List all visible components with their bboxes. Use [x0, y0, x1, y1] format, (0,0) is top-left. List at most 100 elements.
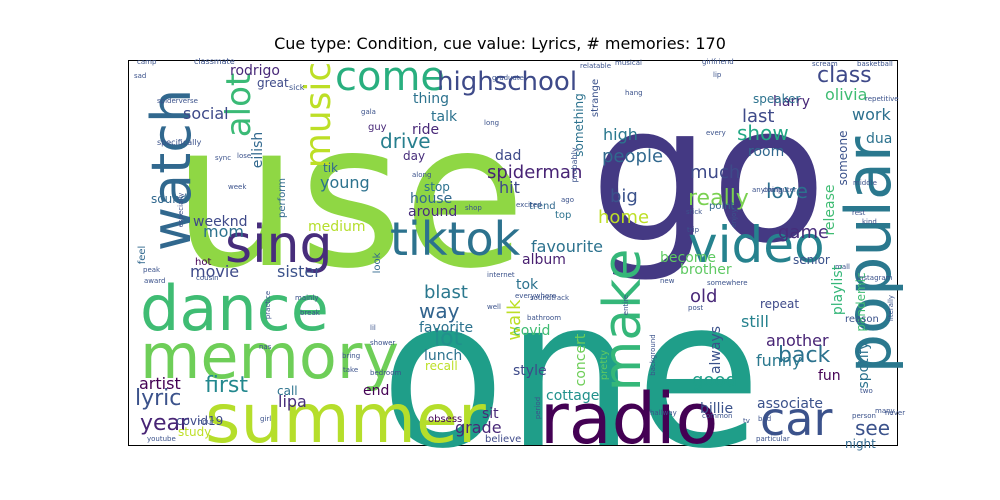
word-lunch: lunch [424, 348, 462, 364]
word-music: music [298, 62, 339, 168]
word-last: last [742, 106, 774, 127]
word-dua: dua [866, 131, 892, 147]
word-really: really [688, 186, 749, 211]
word-first: first [205, 373, 248, 398]
word-something: something [572, 93, 586, 157]
word-week: week [228, 183, 247, 191]
word-alot: alot [219, 73, 259, 137]
word-favorite: favorite [419, 320, 473, 336]
word-common: common [702, 412, 733, 420]
word-call: call [277, 384, 298, 398]
word-entire: entire [622, 295, 630, 315]
word-sister: sister [277, 262, 321, 281]
word-mom: mom [203, 222, 244, 241]
word-guy: guy [368, 122, 387, 133]
word-memory: memory [140, 320, 399, 393]
word-particular: particular [756, 435, 790, 443]
word-hour: hour [198, 418, 214, 426]
word-become: become [660, 250, 716, 266]
word-funny: funny [756, 351, 802, 370]
word-tik: tik [323, 161, 338, 175]
word-background: background [649, 334, 657, 375]
word-tv: tv [743, 417, 750, 425]
word-sad: sad [134, 72, 146, 80]
word-still: still [741, 312, 769, 331]
word-spiderman: spiderman [487, 162, 582, 183]
word-show: show [737, 121, 789, 145]
word-mainly: mainly [295, 294, 319, 302]
word-blast: blast [424, 282, 468, 303]
word-period: period [534, 397, 542, 419]
word-dad: dad [495, 148, 521, 164]
word-girl: girl [260, 415, 271, 423]
word-post: post [688, 304, 703, 312]
word-every: every [706, 129, 726, 137]
plot-frame [128, 60, 898, 446]
word-relatable: relatable [580, 62, 611, 70]
word-never: never [885, 409, 905, 417]
word-shower: shower [370, 339, 395, 347]
word-tiktok: tiktok [390, 212, 521, 266]
word-trend: trend [529, 201, 556, 212]
word-ride: ride [412, 122, 439, 138]
word-home: home [598, 207, 649, 228]
word-always: always [708, 326, 724, 374]
word-artist: artist [139, 374, 181, 393]
word-playlist: playlist [830, 264, 846, 315]
word-another: another [766, 331, 829, 350]
word-grade: grade [455, 418, 502, 437]
word-lyric: lyric [135, 386, 181, 411]
word-love: love [766, 179, 808, 203]
word-spiderverse: spiderverse [157, 97, 198, 105]
word-speaker: speaker [753, 92, 801, 106]
word-award: award [144, 277, 166, 285]
word-social: social [183, 104, 229, 123]
word-excited: excited [516, 201, 542, 209]
word-well: well [487, 303, 501, 311]
word-break: break [300, 309, 321, 317]
word-bring: bring [342, 352, 360, 360]
word-thing: thing [413, 91, 449, 107]
word-good: good [692, 370, 737, 391]
word-kind: kind [862, 218, 877, 226]
word-sing: sing [225, 215, 333, 275]
word-walk: walk [504, 299, 525, 341]
word-popular: popular [832, 136, 905, 373]
word-weeknd: weeknd [193, 214, 248, 230]
word-big: big [610, 186, 638, 207]
word-bathroom: bathroom [527, 314, 561, 322]
word-album: album [522, 252, 566, 268]
word-sync: sync [215, 154, 231, 162]
word-favourite: favourite [531, 237, 603, 256]
word-top: top [555, 210, 571, 221]
word-sound: sound [151, 192, 187, 206]
chart-title: Cue type: Condition, cue value: Lyrics, … [274, 34, 726, 53]
word-hang: hang [625, 89, 643, 97]
word-repetitive: repetitive [865, 95, 899, 103]
word-middle: middle [853, 179, 877, 187]
word-soundtrack: soundtrack [530, 294, 570, 302]
word-release: release [822, 184, 838, 235]
word-harry: harry [773, 94, 810, 110]
word-car: car [760, 392, 832, 446]
word-class: class [817, 63, 872, 88]
word-graduate: graduate [492, 74, 524, 82]
word-instagram: instagram [857, 274, 893, 282]
word-watch: watch [140, 89, 203, 251]
word-eilish: eilish [250, 132, 266, 168]
word-concert: concert [573, 333, 589, 386]
word-use: use [172, 80, 526, 313]
word-high: high [603, 125, 638, 144]
word-old: old [690, 286, 717, 307]
word-bad: bad [758, 415, 771, 423]
word-go: go [590, 64, 827, 285]
word-lipa: lipa [278, 392, 307, 411]
word-musical: musical [615, 59, 642, 67]
word-associate: associate [757, 396, 823, 412]
word-rodrigo: rodrigo [230, 63, 280, 79]
word-much: much [690, 162, 740, 183]
word-probably: probably [570, 147, 579, 182]
word-video: video [688, 216, 825, 274]
